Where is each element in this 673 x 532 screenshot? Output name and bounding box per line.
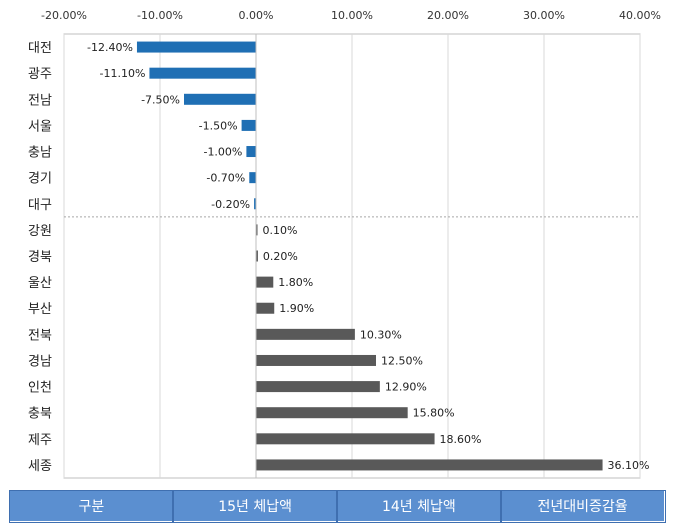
bar [256, 302, 275, 314]
bar [149, 67, 256, 79]
category-label: 부산 [28, 302, 52, 317]
category-label: 경북 [28, 250, 52, 265]
data-label: -0.70% [206, 172, 245, 185]
category-label: 대전 [28, 41, 52, 56]
data-label: -1.00% [203, 146, 242, 159]
x-tick-label: -20.00% [41, 9, 87, 22]
data-label: 18.60% [440, 433, 482, 446]
bar [256, 433, 435, 445]
category-label: 서울 [28, 119, 52, 134]
category-label: 인천 [28, 381, 52, 396]
data-label: 1.90% [279, 302, 314, 315]
x-tick-label: -10.00% [137, 9, 183, 22]
category-label: 충북 [28, 407, 52, 422]
x-tick-label: 10.00% [331, 9, 373, 22]
bar [184, 93, 256, 105]
bar [256, 276, 274, 288]
data-label: 36.10% [608, 459, 650, 472]
bar [256, 250, 258, 262]
bar [256, 407, 408, 419]
x-tick-label: 30.00% [523, 9, 565, 22]
bar [136, 41, 256, 53]
data-label: 12.90% [385, 381, 427, 394]
footer-cell-yoy-change: 전년대비증감율 [499, 489, 666, 523]
x-tick-label: 0.00% [239, 9, 274, 22]
category-label: 제주 [28, 433, 52, 448]
bar [256, 459, 603, 471]
bar [256, 224, 258, 236]
category-label: 경남 [28, 354, 52, 369]
category-label: 전북 [28, 328, 52, 343]
footer-cell-2014-arrears: 14년 체납액 [336, 489, 502, 523]
data-label: 15.80% [413, 407, 455, 420]
footer-cell-category: 구분 [8, 489, 175, 523]
category-label: 경기 [28, 172, 52, 187]
data-label: 10.30% [360, 328, 402, 341]
bar [256, 354, 376, 366]
data-label: -7.50% [141, 93, 180, 106]
data-label: 1.80% [278, 276, 313, 289]
bar [256, 381, 380, 393]
footer-cell-2015-arrears: 15년 체납액 [172, 489, 338, 523]
bar-chart: -20.00% -10.00% 0.00% 10.00% 20.00% 30.00% 40.… [28, 9, 661, 479]
footer-header-table: 구분 15년 체납액 14년 체납액 전년대비증감율 [8, 489, 666, 523]
bar [256, 328, 355, 340]
bar [246, 146, 256, 158]
x-tick-label: 40.00% [619, 9, 661, 22]
bar [249, 172, 256, 184]
category-label: 전남 [28, 93, 52, 108]
category-label: 울산 [28, 276, 52, 291]
data-label: 12.50% [381, 354, 423, 367]
category-label: 광주 [28, 67, 52, 82]
category-label: 충남 [28, 146, 52, 161]
category-label: 강원 [28, 224, 52, 239]
category-label: 대구 [28, 198, 52, 213]
bar [241, 119, 256, 131]
data-label: 0.10% [263, 224, 298, 237]
data-label: -11.10% [100, 67, 146, 80]
x-tick-label: 20.00% [427, 9, 469, 22]
data-label: -12.40% [87, 41, 133, 54]
bar [254, 198, 256, 210]
category-label: 세종 [28, 459, 52, 474]
data-label: -1.50% [199, 119, 238, 132]
data-label: -0.20% [211, 198, 250, 211]
data-label: 0.20% [263, 250, 298, 263]
